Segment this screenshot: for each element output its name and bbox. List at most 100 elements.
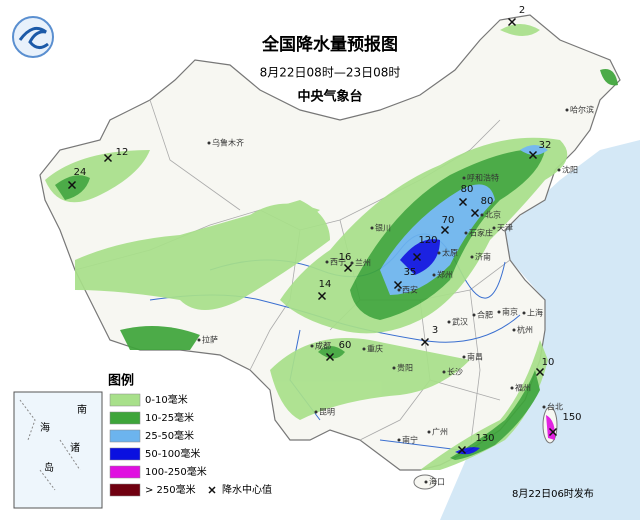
- rain-areas: [45, 24, 618, 470]
- legend-swatch: [109, 465, 141, 479]
- center-marker: [393, 280, 403, 290]
- center-value: 3: [432, 325, 438, 336]
- city-dot: [310, 344, 314, 348]
- center-value: 150: [562, 412, 581, 423]
- legend-swatch: [109, 447, 141, 461]
- city-label: 广州: [432, 427, 448, 437]
- city-dot: [462, 355, 466, 359]
- city-dot: [314, 410, 318, 414]
- city-label: 上海: [527, 308, 543, 318]
- land: [39, 14, 621, 471]
- legend-label: 0-10毫米: [145, 393, 188, 406]
- city-dot: [442, 370, 446, 374]
- inset-label: 诸: [70, 442, 80, 454]
- city-dot: [480, 213, 484, 217]
- city-label: 贵阳: [397, 363, 413, 373]
- city-dot: [437, 251, 441, 255]
- city-label: 昆明: [319, 408, 335, 417]
- center-marker: [343, 263, 353, 273]
- legend-swatch: [109, 429, 141, 443]
- city-dot: [397, 438, 401, 442]
- legend-label: 10-25毫米: [145, 411, 194, 424]
- inset-label: 南: [77, 403, 87, 416]
- city-dot: [207, 141, 211, 145]
- center-value: 80: [461, 184, 474, 195]
- city-label: 海口: [429, 477, 445, 487]
- center-value: 2: [519, 5, 525, 16]
- center-marker: [412, 252, 422, 262]
- center-marker: [507, 17, 517, 27]
- city-label: 哈尔滨: [570, 105, 594, 115]
- legend-swatch: [109, 393, 141, 407]
- title: 全国降水量预报图: [261, 34, 398, 55]
- center-marker: [325, 352, 335, 362]
- city-label: 福州: [515, 384, 531, 393]
- center-marker: [457, 445, 467, 455]
- center-marker: [470, 208, 480, 218]
- city-dot: [462, 176, 466, 180]
- city-dot: [350, 261, 354, 265]
- city-label: 重庆: [367, 344, 383, 354]
- city-dot: [424, 480, 428, 484]
- center-value: 70: [442, 215, 455, 226]
- city-label: 成都: [315, 341, 331, 351]
- logo: [12, 16, 54, 58]
- city-dot: [370, 226, 374, 230]
- city-label: 银川: [375, 223, 391, 233]
- city-label: 西安: [402, 285, 418, 295]
- center-value: 14: [319, 279, 332, 290]
- legend-label: 50-100毫米: [145, 447, 200, 460]
- city-label: 杭州: [517, 325, 533, 335]
- city-dot: [557, 168, 561, 172]
- city-label: 长沙: [447, 367, 463, 377]
- city-label: 呼和浩特: [467, 173, 499, 183]
- city-dot: [427, 430, 431, 434]
- center-marker: [208, 486, 216, 494]
- center-value: 130: [475, 433, 494, 444]
- inset-label: 岛: [44, 461, 54, 474]
- center-value: 80: [481, 196, 494, 207]
- legend-swatch: [109, 411, 141, 425]
- center-value: 16: [339, 252, 352, 263]
- city-dot: [397, 288, 401, 292]
- city-label: 北京: [485, 210, 501, 220]
- period: 8月22日08时—23日08时: [260, 66, 401, 80]
- legend-label: 25-50毫米: [145, 429, 194, 442]
- city-dot: [472, 313, 476, 317]
- city-dot: [510, 386, 514, 390]
- legend-swatch: [109, 483, 141, 497]
- city-dot: [447, 320, 451, 324]
- city-label: 武汉: [452, 317, 468, 327]
- inset-map: [13, 391, 103, 509]
- center-value: 32: [539, 140, 552, 151]
- city-dot: [565, 108, 569, 112]
- legend-center-label: 降水中心值: [222, 483, 272, 496]
- center-value: 120: [418, 235, 437, 246]
- city-dot: [512, 328, 516, 332]
- city-dot: [392, 366, 396, 370]
- center-marker: [440, 225, 450, 235]
- city-label: 兰州: [355, 258, 371, 268]
- legend-title: 图例: [108, 373, 134, 389]
- city-dot: [470, 255, 474, 259]
- city-dot: [325, 260, 329, 264]
- city-dot: [542, 405, 546, 409]
- city-dot: [492, 226, 496, 230]
- center-marker: [317, 291, 327, 301]
- center-marker: [548, 427, 558, 437]
- center-value: 60: [339, 340, 352, 351]
- legend-label: 100-250毫米: [145, 465, 207, 478]
- sea: [440, 140, 640, 520]
- inset-label: 海: [40, 421, 50, 434]
- center-marker: [458, 197, 468, 207]
- city-label: 合肥: [477, 310, 493, 320]
- center-value: 12: [116, 147, 129, 158]
- center-value: 10: [542, 357, 555, 368]
- city-label: 西宁: [330, 257, 346, 267]
- city-dot: [362, 347, 366, 351]
- city-dot: [197, 338, 201, 342]
- city-dot: [464, 231, 468, 235]
- city-label: 太原: [442, 248, 458, 258]
- inset-lines: [19, 399, 81, 491]
- city-dot: [497, 310, 501, 314]
